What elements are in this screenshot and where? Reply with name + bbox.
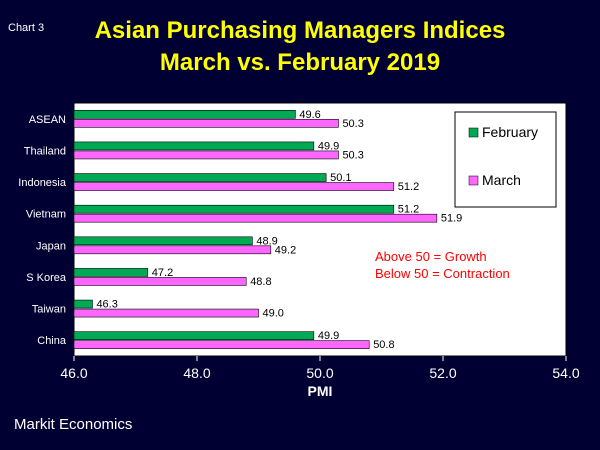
bar-february-taiwan <box>73 299 93 309</box>
bar-march-thailand <box>73 150 339 160</box>
source-credit: Markit Economics <box>14 416 133 433</box>
bar-march-vietnam <box>73 213 438 223</box>
data-label-march-japan: 49.2 <box>275 244 296 256</box>
bar-february-thailand <box>73 141 315 151</box>
data-label-february-china: 49.9 <box>318 330 339 342</box>
data-label-march-indonesia: 51.2 <box>398 181 419 193</box>
bar-february-asean <box>73 110 296 119</box>
bar-february-indonesia <box>73 173 327 182</box>
annotation-contraction: Below 50 = Contraction <box>375 266 510 281</box>
chart-subtitle: March vs. February 2019 <box>159 49 441 76</box>
chart-title: Asian Purchasing Managers Indices <box>94 17 506 44</box>
chart-number-label: Chart 3 <box>8 22 45 34</box>
data-label-february-indonesia: 50.1 <box>330 172 351 184</box>
bar-march-indonesia <box>73 182 395 191</box>
annotation-growth: Above 50 = Growth <box>375 249 487 264</box>
bar-march-s-korea <box>73 277 247 286</box>
bar-march-china <box>73 340 370 349</box>
category-label-china: China <box>37 335 67 347</box>
data-label-february-vietnam: 51.2 <box>398 204 419 216</box>
bar-march-taiwan <box>73 308 259 318</box>
category-labels: ASEAN Thailand Indonesia Vietnam Japan S Kore… <box>18 114 67 347</box>
bar-february-vietnam <box>73 204 395 214</box>
legend-label-february: February <box>482 124 538 140</box>
data-label-february-thailand: 49.9 <box>318 140 339 152</box>
data-label-february-asean: 49.6 <box>299 109 320 121</box>
bar-february-china <box>73 331 315 340</box>
legend: February March <box>454 111 557 208</box>
data-label-march-s-korea: 48.8 <box>250 276 271 288</box>
data-label-march-asean: 50.3 <box>342 118 363 130</box>
data-label-march-china: 50.8 <box>373 339 394 351</box>
category-label-vietnam: Vietnam <box>26 209 66 221</box>
legend-box <box>454 111 557 208</box>
category-label-japan: Japan <box>36 240 66 252</box>
legend-label-march: March <box>482 172 521 188</box>
category-label-indonesia: Indonesia <box>18 177 67 189</box>
bar-march-japan <box>73 245 272 255</box>
category-label-asean: ASEAN <box>29 114 66 126</box>
data-label-march-taiwan: 49.0 <box>263 308 284 320</box>
x-tick-label: 52.0 <box>429 365 456 381</box>
bar-february-s-korea <box>73 268 149 277</box>
legend-swatch-march <box>468 175 479 186</box>
x-axis-title: PMI <box>308 383 333 399</box>
x-tick-label: 54.0 <box>552 365 579 381</box>
x-tick-label: 48.0 <box>183 365 210 381</box>
category-label-thailand: Thailand <box>24 145 66 157</box>
bar-march-asean <box>73 119 339 128</box>
bar-february-japan <box>73 236 253 246</box>
category-label-s-korea: S Korea <box>26 272 67 284</box>
x-tick-label: 46.0 <box>60 365 87 381</box>
legend-swatch-february <box>468 127 479 138</box>
x-axis-ticks: 46.0 48.0 50.0 52.0 54.0 <box>60 356 580 381</box>
bars-group: 49.650.349.950.350.151.251.251.948.949.2… <box>73 109 462 351</box>
data-label-march-thailand: 50.3 <box>342 149 363 161</box>
data-label-march-vietnam: 51.9 <box>441 213 462 225</box>
data-label-february-japan: 48.9 <box>256 235 277 247</box>
category-label-taiwan: Taiwan <box>32 304 66 316</box>
x-tick-label: 50.0 <box>306 365 333 381</box>
data-label-february-taiwan: 46.3 <box>96 299 117 311</box>
data-label-february-s-korea: 47.2 <box>152 267 173 279</box>
